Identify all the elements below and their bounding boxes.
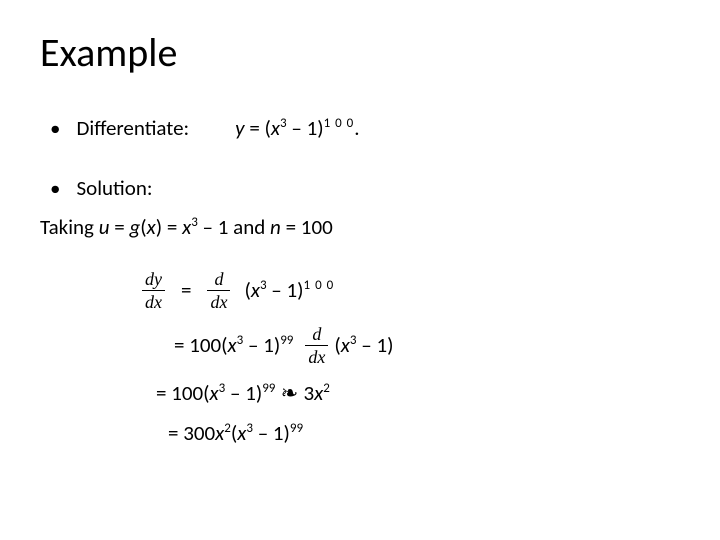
symbol-icon: ❧	[275, 381, 303, 405]
var-x: x	[147, 214, 156, 240]
text-mid: – 1 and	[198, 214, 270, 240]
text-3: 3	[304, 380, 315, 406]
problem-expression: y = (x3 – 1)1 0 0.	[235, 113, 359, 145]
var-x: x	[215, 420, 224, 446]
derivation-block: dy dx = d dx (x3 – 1)1 0 0 = 100(x3 – 1)…	[136, 270, 680, 446]
sup-3: 3	[260, 278, 267, 293]
text-eq: = (	[245, 115, 271, 141]
frac-num: d	[211, 270, 226, 290]
sup-3: 3	[246, 421, 253, 436]
var-x: x	[182, 214, 191, 240]
var-g: g	[129, 214, 140, 240]
text-pre: = 100(	[156, 380, 210, 406]
text-paren: ) =	[156, 214, 182, 240]
frac-den: dx	[142, 290, 165, 311]
var-x: x	[228, 332, 237, 358]
derivation-row-3: = 100(x3 – 1)99 ❧ 3x2	[156, 380, 680, 406]
text-pre: = 300	[168, 420, 215, 446]
text-taking: Taking	[40, 214, 99, 240]
sup-3: 3	[350, 333, 357, 348]
sup-100: 1 0 0	[324, 116, 355, 131]
var-x: x	[210, 380, 219, 406]
sup-3: 3	[191, 215, 198, 230]
fraction-d-dx: d dx	[305, 325, 328, 366]
text-eq: =	[110, 214, 130, 240]
sup-99: 99	[262, 381, 275, 396]
row2-expression-left: = 100(x3 – 1)99	[174, 332, 293, 358]
bullet-icon: •	[50, 113, 60, 145]
text-period: .	[354, 115, 359, 141]
equals-sign: =	[181, 277, 191, 303]
row4-expression: = 300x2(x3 – 1)99	[168, 420, 303, 446]
row3-expression: = 100(x3 – 1)99 ❧ 3x2	[156, 380, 330, 406]
problem-line: • Differentiate: y = (x3 – 1)1 0 0.	[40, 113, 680, 145]
solution-label: Solution:	[76, 173, 152, 205]
taking-line: Taking u = g(x) = x3 – 1 and n = 100	[40, 212, 680, 244]
frac-num: d	[309, 325, 324, 345]
text-mid: – 1)	[243, 332, 280, 358]
text-mid: – 1)	[267, 277, 304, 303]
bullet-icon: •	[50, 173, 60, 205]
var-y: y	[235, 115, 244, 141]
text-mid: – 1)	[287, 115, 324, 141]
var-x: x	[237, 420, 246, 446]
derivation-row-2: = 100(x3 – 1)99 d dx (x3 – 1)	[174, 325, 680, 366]
row1-expression: (x3 – 1)1 0 0	[244, 277, 334, 303]
fraction-dy-dx: dy dx	[142, 270, 165, 311]
sup-2: 2	[224, 421, 231, 436]
row2-expression-right: (x3 – 1)	[334, 332, 393, 358]
sup-2: 2	[323, 381, 330, 396]
solution-line: • Solution:	[40, 173, 680, 205]
sup-99: 99	[280, 333, 293, 348]
var-x: x	[251, 277, 260, 303]
text-pre: = 100(	[174, 332, 228, 358]
var-x: x	[341, 332, 350, 358]
var-x: x	[271, 115, 280, 141]
text-mid: – 1)	[253, 420, 290, 446]
text-eq100: = 100	[281, 214, 333, 240]
sup-3: 3	[280, 116, 287, 131]
derivation-row-4: = 300x2(x3 – 1)99	[168, 420, 680, 446]
text-mid: – 1)	[225, 380, 262, 406]
sup-100: 1 0 0	[304, 278, 335, 293]
frac-den: dx	[305, 345, 328, 366]
var-x: x	[314, 380, 323, 406]
frac-den: dx	[207, 290, 230, 311]
frac-num: dy	[142, 270, 165, 290]
fraction-d-dx: d dx	[207, 270, 230, 311]
var-n: n	[270, 214, 281, 240]
slide-title: Example	[40, 28, 680, 77]
text-close: – 1)	[357, 332, 394, 358]
derivation-row-1: dy dx = d dx (x3 – 1)1 0 0	[136, 270, 680, 311]
var-u: u	[99, 214, 110, 240]
sup-99: 99	[290, 421, 303, 436]
problem-label: Differentiate:	[76, 113, 189, 145]
